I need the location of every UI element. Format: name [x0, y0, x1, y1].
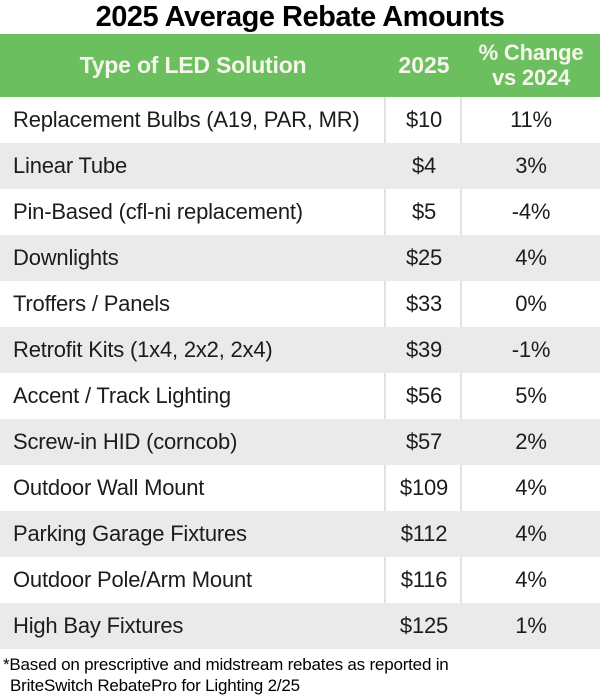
cell-rebate-amount: $4	[411, 153, 437, 179]
footnote-line2: BriteSwitch RebatePro for Lighting 2/25	[10, 676, 300, 696]
table-header-row: Type of LED Solution 2025 % Change vs 20…	[0, 34, 600, 98]
cell-led-solution-type: Outdoor Pole/Arm Mount	[13, 567, 252, 593]
cell-led-solution-type: Outdoor Wall Mount	[13, 475, 205, 501]
table-row: Outdoor Wall Mount $109 4%	[0, 465, 600, 512]
cell-led-solution-type: Linear Tube	[13, 153, 127, 179]
footnote: *Based on prescriptive and midstream reb…	[0, 649, 600, 697]
page-title: 2025 Average Rebate Amounts	[95, 1, 505, 33]
cell-rebate-amount: $116	[384, 557, 462, 604]
cell-led-solution-type: Downlights	[13, 245, 119, 271]
cell-rebate-amount: $57	[405, 429, 443, 455]
table-row: High Bay Fixtures $125 1%	[0, 603, 600, 650]
column-header-2025: 2025	[398, 52, 450, 79]
table-row: Retrofit Kits (1x4, 2x2, 2x4) $39 -1%	[0, 327, 600, 374]
table-row: Parking Garage Fixtures $112 4%	[0, 511, 600, 558]
cell-rebate-amount: $56	[384, 373, 462, 420]
footnote-line1: *Based on prescriptive and midstream reb…	[3, 655, 449, 675]
table-body: Replacement Bulbs (A19, PAR, MR) $10 11%…	[0, 97, 600, 650]
cell-percent-change: 4%	[515, 521, 547, 547]
cell-percent-change: 4%	[515, 245, 547, 271]
cell-rebate-amount: $10	[384, 97, 462, 144]
cell-rebate-amount: $25	[405, 245, 443, 271]
cell-led-solution-type: High Bay Fixtures	[13, 613, 184, 639]
cell-rebate-amount: $39	[405, 337, 443, 363]
cell-led-solution-type: Screw-in HID (corncob)	[13, 429, 238, 455]
cell-rebate-amount: $109	[384, 465, 462, 512]
column-header-change-line2: vs 2024	[491, 64, 571, 90]
cell-rebate-amount: $112	[400, 521, 448, 547]
column-header-type: Type of LED Solution	[79, 52, 307, 79]
table-row: Linear Tube $4 3%	[0, 143, 600, 190]
cell-led-solution-type: Replacement Bulbs (A19, PAR, MR)	[13, 107, 360, 133]
table-row: Accent / Track Lighting $56 5%	[0, 373, 600, 420]
table-row: Pin-Based (cfl-ni replacement) $5 -4%	[0, 189, 600, 236]
cell-percent-change: 4%	[460, 465, 600, 512]
table-row: Downlights $25 4%	[0, 235, 600, 282]
cell-percent-change: 3%	[515, 153, 547, 179]
cell-rebate-amount: $125	[399, 613, 449, 639]
cell-percent-change: 5%	[460, 373, 600, 420]
cell-led-solution-type: Parking Garage Fixtures	[13, 521, 247, 547]
cell-percent-change: -4%	[460, 189, 600, 236]
table-row: Outdoor Pole/Arm Mount $116 4%	[0, 557, 600, 604]
table-row: Replacement Bulbs (A19, PAR, MR) $10 11%	[0, 97, 600, 144]
cell-led-solution-type: Retrofit Kits (1x4, 2x2, 2x4)	[13, 337, 273, 363]
cell-rebate-amount: $33	[384, 281, 462, 328]
cell-led-solution-type: Accent / Track Lighting	[13, 383, 231, 409]
cell-percent-change: 2%	[515, 429, 547, 455]
table-row: Screw-in HID (corncob) $57 2%	[0, 419, 600, 466]
cell-led-solution-type: Pin-Based (cfl-ni replacement)	[13, 199, 303, 225]
cell-percent-change: -1%	[511, 337, 551, 363]
column-header-change: % Change vs 2024	[462, 39, 600, 90]
cell-percent-change: 0%	[460, 281, 600, 328]
column-header-change-line1: % Change	[478, 39, 584, 65]
cell-percent-change: 4%	[460, 557, 600, 604]
cell-percent-change: 1%	[515, 613, 547, 639]
table-row: Troffers / Panels $33 0%	[0, 281, 600, 328]
cell-led-solution-type: Troffers / Panels	[13, 291, 170, 317]
cell-percent-change: 11%	[460, 97, 600, 144]
cell-rebate-amount: $5	[384, 189, 462, 236]
